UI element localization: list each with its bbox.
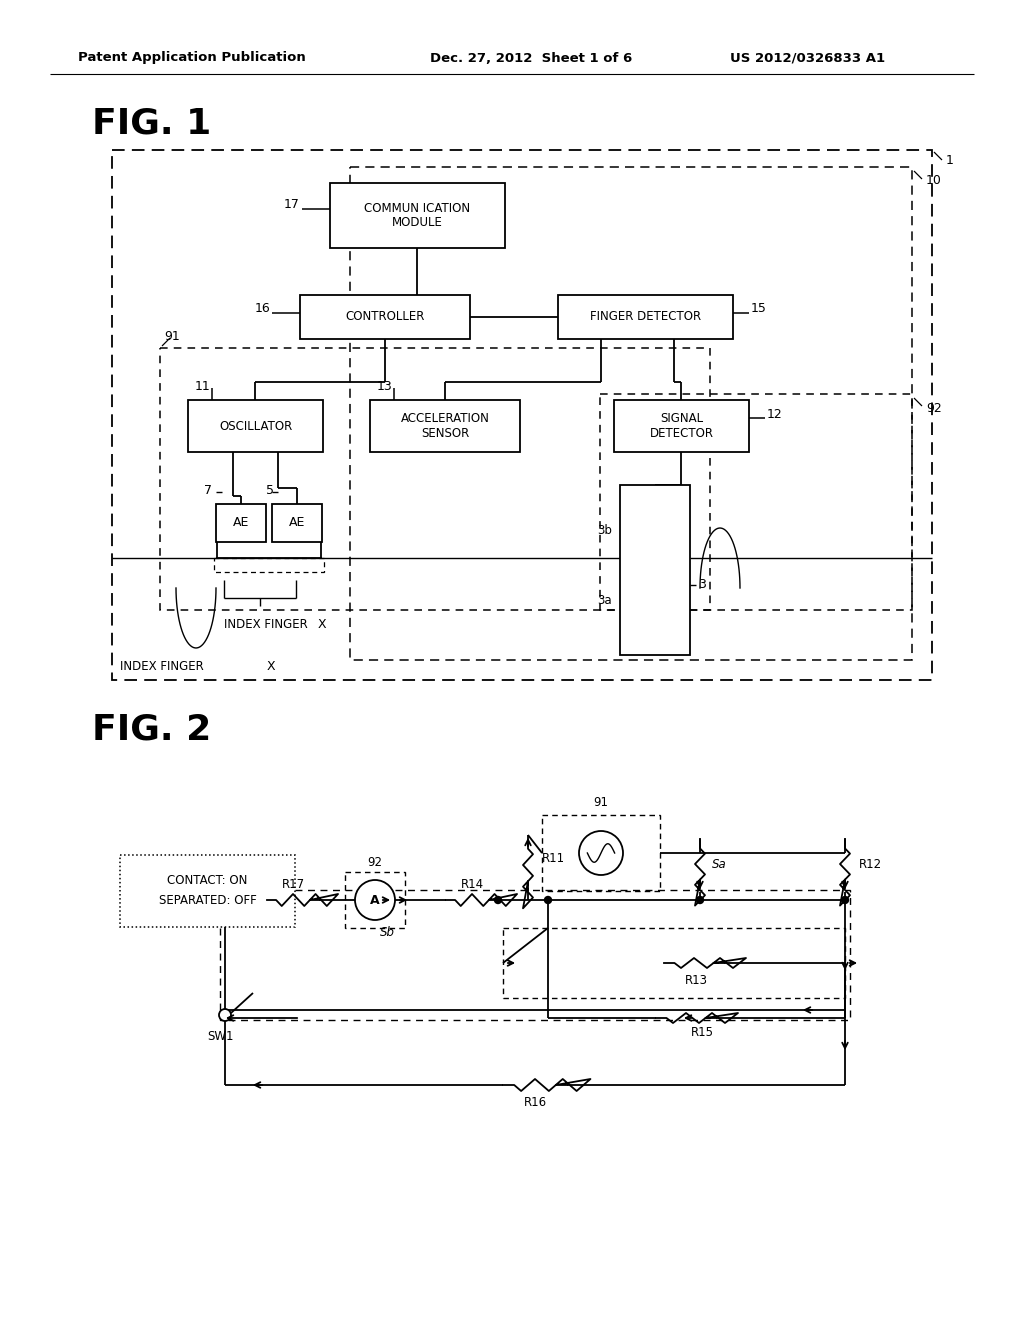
Text: 11: 11 xyxy=(195,380,210,392)
Bar xyxy=(503,928,845,998)
Text: ACCELERATION
SENSOR: ACCELERATION SENSOR xyxy=(400,412,489,440)
Text: 17: 17 xyxy=(284,198,300,211)
Text: Sb: Sb xyxy=(380,925,395,939)
Bar xyxy=(272,504,322,543)
Text: INDEX FINGER: INDEX FINGER xyxy=(120,660,204,672)
Text: 1: 1 xyxy=(946,153,954,166)
Text: R16: R16 xyxy=(523,1097,547,1110)
Circle shape xyxy=(495,896,502,903)
Bar xyxy=(112,150,932,680)
Text: 10: 10 xyxy=(926,174,942,187)
Text: 91: 91 xyxy=(164,330,180,342)
Text: 91: 91 xyxy=(594,796,608,809)
Text: FINGER DETECTOR: FINGER DETECTOR xyxy=(590,310,701,323)
Circle shape xyxy=(696,896,703,903)
Text: FIG. 1: FIG. 1 xyxy=(92,106,211,140)
Text: R12: R12 xyxy=(859,858,882,870)
Text: COMMUN ICATION
MODULE: COMMUN ICATION MODULE xyxy=(365,202,471,230)
Bar xyxy=(350,168,912,660)
Text: A: A xyxy=(371,894,380,907)
Text: INDEX FINGER: INDEX FINGER xyxy=(224,618,308,631)
Text: 92: 92 xyxy=(926,401,942,414)
Text: R15: R15 xyxy=(691,1026,714,1039)
FancyBboxPatch shape xyxy=(120,855,295,927)
Bar xyxy=(188,400,323,451)
Text: SW1: SW1 xyxy=(207,1031,233,1044)
Text: R17: R17 xyxy=(282,878,304,891)
Bar xyxy=(558,294,733,339)
Circle shape xyxy=(579,832,623,875)
Text: CONTROLLER: CONTROLLER xyxy=(345,310,425,323)
Text: 3a: 3a xyxy=(597,594,612,606)
Text: R13: R13 xyxy=(684,974,708,987)
Text: 15: 15 xyxy=(751,302,767,315)
Text: 5: 5 xyxy=(266,484,274,498)
Text: X: X xyxy=(318,618,327,631)
Text: AE: AE xyxy=(289,516,305,529)
Circle shape xyxy=(355,880,395,920)
Bar xyxy=(160,348,710,610)
Circle shape xyxy=(842,896,849,903)
Text: US 2012/0326833 A1: US 2012/0326833 A1 xyxy=(730,51,885,65)
Text: CONTACT: ON: CONTACT: ON xyxy=(167,874,248,887)
Text: SEPARATED: OFF: SEPARATED: OFF xyxy=(159,895,256,908)
Bar xyxy=(614,400,749,451)
Text: Sa: Sa xyxy=(712,858,727,870)
Bar xyxy=(330,183,505,248)
Bar xyxy=(620,484,690,655)
Bar xyxy=(600,393,912,610)
Text: FIG. 2: FIG. 2 xyxy=(92,711,211,746)
Bar xyxy=(542,814,660,891)
Text: Dec. 27, 2012  Sheet 1 of 6: Dec. 27, 2012 Sheet 1 of 6 xyxy=(430,51,632,65)
Text: R14: R14 xyxy=(461,878,483,891)
Text: 3: 3 xyxy=(698,578,706,591)
Text: 7: 7 xyxy=(204,484,212,498)
Text: X: X xyxy=(267,660,275,672)
Text: R11: R11 xyxy=(542,851,565,865)
Bar xyxy=(345,873,406,928)
Bar xyxy=(220,890,850,1020)
Bar xyxy=(300,294,470,339)
Text: 92: 92 xyxy=(368,855,383,869)
Bar xyxy=(214,558,324,572)
Text: 13: 13 xyxy=(376,380,392,392)
Circle shape xyxy=(545,896,552,903)
Text: Patent Application Publication: Patent Application Publication xyxy=(78,51,306,65)
Text: 3b: 3b xyxy=(597,524,612,536)
Text: OSCILLATOR: OSCILLATOR xyxy=(219,420,292,433)
Bar xyxy=(370,400,520,451)
Text: SIGNAL
DETECTOR: SIGNAL DETECTOR xyxy=(649,412,714,440)
Text: 12: 12 xyxy=(767,408,782,421)
Circle shape xyxy=(219,1008,231,1020)
Text: AE: AE xyxy=(232,516,249,529)
Bar xyxy=(216,504,266,543)
Text: 16: 16 xyxy=(254,302,270,315)
